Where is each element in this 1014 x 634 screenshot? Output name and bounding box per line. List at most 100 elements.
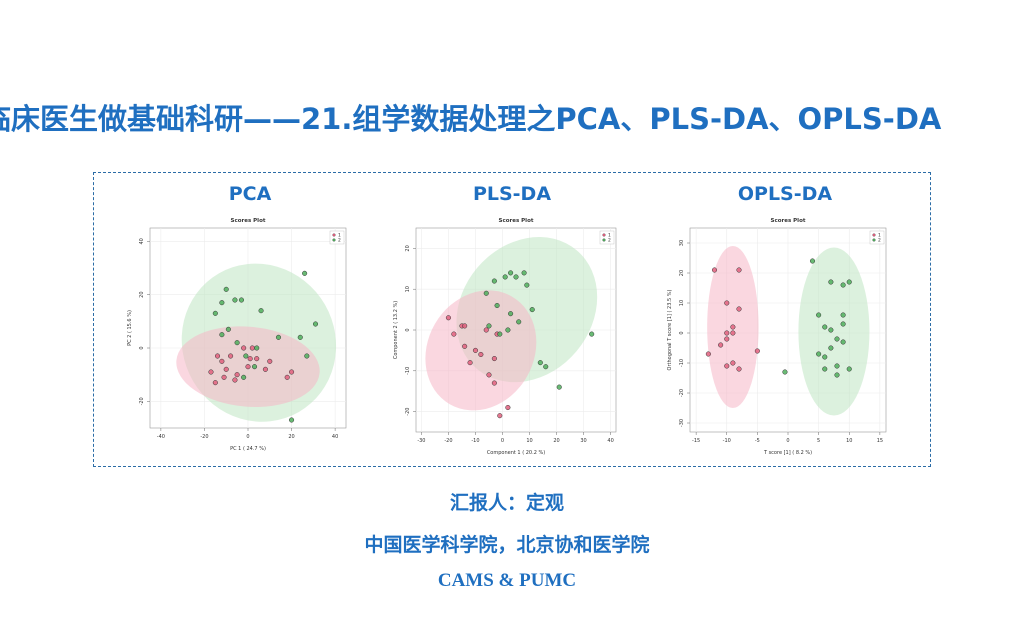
y-axis-label: PC 2 ( 15.6 %) xyxy=(127,310,133,346)
x-tick-label: 40 xyxy=(332,434,338,440)
y-tick-label: 30 xyxy=(679,240,685,246)
data-point-group-2 xyxy=(212,310,218,316)
data-point-group-2 xyxy=(834,363,840,369)
x-tick-label: 0 xyxy=(786,438,789,444)
legend-box xyxy=(599,230,615,245)
plot-title: Scores Plot xyxy=(231,218,266,224)
legend-marker xyxy=(602,238,606,242)
plot-area xyxy=(176,263,337,423)
data-point-group-2 xyxy=(219,332,225,338)
data-point-group-2 xyxy=(816,351,822,357)
legend-box xyxy=(869,230,885,245)
x-tick-label: -40 xyxy=(157,434,165,440)
data-point-group-2 xyxy=(238,297,245,303)
data-point-group-2 xyxy=(258,308,264,314)
data-point-group-2 xyxy=(225,326,231,332)
confidence-ellipse-group-2 xyxy=(798,247,870,416)
data-point-group-1 xyxy=(284,374,290,380)
data-point-group-2 xyxy=(508,311,514,317)
x-axis-label: Component 1 ( 20.2 %) xyxy=(487,450,545,456)
pca-scores-plot: Scores Plot -40 -20 0 20 40 -20 0 20 40 PC 1 ( 24.… xyxy=(127,218,347,452)
x-tick-label: 10 xyxy=(526,438,532,444)
data-point-group-1 xyxy=(254,356,260,362)
y-tick-label: -20 xyxy=(139,397,145,405)
x-axis-label: T score [1] ( 8.2 %) xyxy=(763,450,812,456)
affiliation: 中国医学科学院，北京协和医学院 xyxy=(364,534,650,556)
pca-heading: PCA xyxy=(228,183,272,205)
data-point-group-1 xyxy=(736,366,742,372)
plot-title: Scores Plot xyxy=(499,218,534,224)
legend-label: 1 xyxy=(338,233,341,239)
data-point-group-2 xyxy=(304,353,310,359)
data-point-group-2 xyxy=(234,340,240,346)
y-tick-label: 0 xyxy=(679,331,685,334)
data-point-group-1 xyxy=(462,343,468,349)
data-point-group-2 xyxy=(822,324,828,330)
plot-area xyxy=(425,237,598,419)
plot-area xyxy=(705,246,870,416)
data-point-group-2 xyxy=(834,372,840,378)
data-point-group-2 xyxy=(219,300,225,306)
data-point-group-1 xyxy=(467,360,473,366)
data-point-group-2 xyxy=(828,327,834,333)
y-tick-label: 20 xyxy=(679,270,685,276)
x-tick-label: 10 xyxy=(846,438,852,444)
y-tick-label: -10 xyxy=(679,359,685,367)
data-point-group-2 xyxy=(494,302,500,309)
data-point-group-1 xyxy=(219,358,225,364)
data-point-group-1 xyxy=(730,324,736,330)
x-tick-label: -20 xyxy=(200,434,208,440)
x-tick-label: 15 xyxy=(877,438,883,444)
x-tick-label: -15 xyxy=(692,438,700,444)
data-point-group-2 xyxy=(840,282,846,288)
data-point-group-1 xyxy=(724,330,730,336)
data-point-group-2 xyxy=(513,274,519,280)
data-point-group-1 xyxy=(724,363,730,369)
data-point-group-2 xyxy=(521,270,527,276)
legend-label: 2 xyxy=(878,238,881,244)
data-point-group-2 xyxy=(840,321,846,327)
legend-label: 1 xyxy=(608,233,611,239)
data-point-group-1 xyxy=(724,300,730,306)
oplsda-heading: OPLS-DA xyxy=(737,183,833,205)
x-tick-label: 30 xyxy=(580,438,586,444)
data-point-group-1 xyxy=(718,342,724,348)
data-point-group-2 xyxy=(483,290,489,296)
data-point-group-1 xyxy=(491,356,497,362)
data-point-group-2 xyxy=(840,312,846,318)
presenter: 汇报人：定观 xyxy=(449,492,564,514)
data-point-group-1 xyxy=(245,364,251,370)
data-point-group-2 xyxy=(822,354,828,360)
y-tick-label: -20 xyxy=(405,408,411,416)
x-tick-label: -10 xyxy=(471,438,479,444)
slide-title: 临床医生做基础科研——21.组学数据处理之PCA、PLS-DA、OPLS-DA xyxy=(0,102,942,136)
data-point-group-1 xyxy=(228,353,234,359)
data-point-group-1 xyxy=(214,353,221,359)
x-axis-label: PC 1 ( 24.7 %) xyxy=(230,446,266,452)
y-tick-label: -10 xyxy=(405,367,411,375)
data-point-group-1 xyxy=(232,377,238,383)
data-point-group-2 xyxy=(491,278,497,284)
legend-box xyxy=(329,230,345,245)
legend-marker xyxy=(872,238,876,242)
legend-marker xyxy=(332,233,336,237)
x-tick-label: -5 xyxy=(755,438,760,444)
data-point-group-2 xyxy=(502,274,508,280)
data-point-group-2 xyxy=(556,384,562,390)
y-tick-label: 10 xyxy=(405,286,411,292)
data-point-group-1 xyxy=(472,347,479,353)
legend-label: 2 xyxy=(338,238,341,244)
x-tick-label: 20 xyxy=(288,434,294,440)
data-point-group-2 xyxy=(846,366,852,372)
x-tick-label: 0 xyxy=(246,434,249,440)
data-point-group-2 xyxy=(543,364,549,370)
data-point-group-2 xyxy=(840,339,846,345)
data-point-group-1 xyxy=(208,369,214,375)
y-axis-label: Component 2 ( 13.2 %) xyxy=(393,301,399,359)
data-point-group-1 xyxy=(445,315,451,321)
data-point-group-2 xyxy=(537,360,543,366)
data-point-group-1 xyxy=(478,351,484,358)
y-tick-label: 20 xyxy=(139,291,145,297)
data-point-group-1 xyxy=(221,374,227,380)
data-point-group-1 xyxy=(234,372,240,378)
